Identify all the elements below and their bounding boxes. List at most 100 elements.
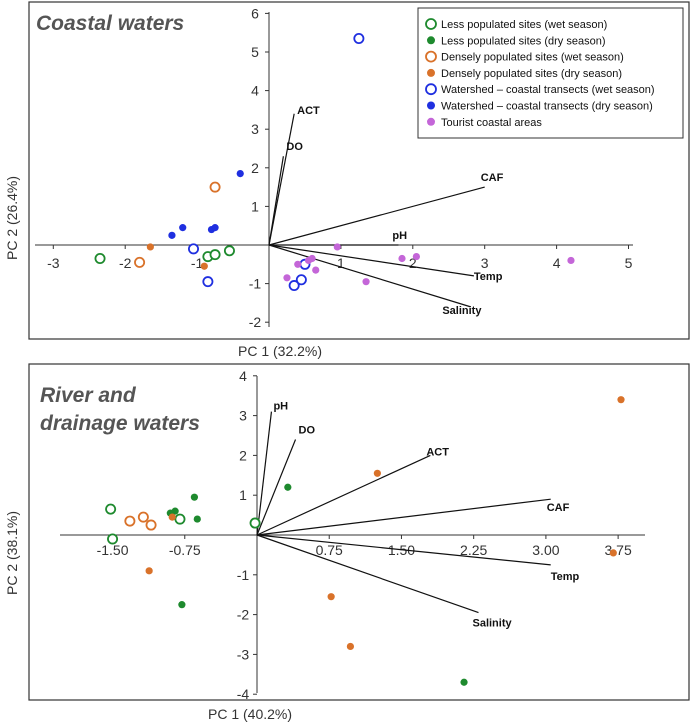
y-tick-label: 1 [239,487,247,503]
point-tourist-filled [333,243,341,251]
point-less-populated-open [107,533,119,545]
legend-entry-label: Densely populated sites (wet season) [441,52,624,64]
point-watershed-filled [168,231,176,239]
coastal-waters-panel: Coastal waters -3 -2 -1 1 2 3 4 5 -2 -1 1 2 3 4 5 6 ACT… [4,1,690,359]
vector-label-ph: pH [392,230,407,242]
legend-marker [427,68,435,77]
x-tick-label: -1.50 [97,542,129,558]
point-tourist-filled [312,266,320,274]
vector-caf [268,186,485,246]
x-tick-label: -1 [191,255,204,271]
vector-salinity [268,244,471,308]
x-tick-label: 4 [553,255,561,271]
point-tourist-filled [398,254,406,263]
point-densely-populated-filled [609,549,617,557]
vector-label-salinity: Salinity [442,305,482,317]
point-densely-populated-filled [617,396,625,404]
point-tourist-filled [567,256,575,265]
point-less-populated-filled [178,601,186,609]
x-axis-label: PC 1 (40.2%) [208,706,292,722]
point-densely-populated-open [124,515,136,527]
point-watershed-open [295,274,307,286]
point-less-populated-open [209,249,221,261]
point-tourist-filled [304,256,313,265]
vector-do [256,439,297,536]
point-densely-populated-filled [373,469,381,477]
y-tick-label: -1 [237,567,250,583]
axes: -3 -2 -1 1 2 3 4 5 -2 -1 1 2 3 4 5 6 [35,5,633,330]
vector-label-salinity: Salinity [472,618,512,630]
panel-title: Coastal waters [36,12,184,35]
y-tick-label: 3 [251,121,259,137]
point-densely-populated-open [209,181,221,193]
point-less-populated-open [249,517,261,529]
x-tick-label: 3 [481,255,489,271]
point-watershed-open [202,276,214,288]
vector-salinity [256,534,479,614]
vector-label-caf: CAF [481,172,504,184]
vector-label-act: ACT [426,446,449,458]
point-densely-populated-open [137,511,149,523]
point-densely-populated-filled [145,567,153,575]
point-less-populated-filled [284,483,292,491]
legend: Less populated sites (wet season) Less po… [417,7,684,139]
legend-entry-label: Less populated sites (dry season) [441,35,605,47]
y-tick-label: -4 [237,686,250,702]
x-tick-label: 2 [409,255,417,271]
point-watershed-open [353,32,365,44]
loading-vectors: pH DO ACT CAF Temp Salinity [256,401,580,630]
legend-marker [425,18,437,30]
point-densely-populated-filled [168,513,176,521]
y-tick-label: 4 [239,368,247,384]
legend-entry-label: Watershed – coastal transects (dry seaso… [441,101,653,113]
point-densely-populated-filled [200,262,208,270]
point-tourist-filled [283,274,291,282]
legend-marker [427,36,435,45]
point-watershed-filled [236,169,244,178]
x-tick-label: 0.75 [316,542,343,558]
vector-label-caf: CAF [547,502,570,514]
panel-frame [28,1,690,340]
point-densely-populated-filled [327,593,335,601]
panel-frame [28,363,690,701]
point-less-populated-filled [171,507,179,515]
legend-frame [417,7,684,139]
y-tick-label: 3 [239,408,247,424]
axes: -1.50-0.750.751.502.253.003.75-4-3-2-112… [60,368,645,702]
vector-label-temp: Temp [551,571,580,583]
y-axis-label: PC 2 (38.1%) [4,511,20,595]
panel-title-line-2: drainage waters [40,412,200,435]
vector-act [268,113,295,246]
legend-entry-label: Watershed – coastal transects (wet seaso… [441,84,655,96]
vector-ph [256,411,273,536]
point-tourist-filled [412,252,420,261]
point-less-populated-open [94,253,106,265]
y-tick-label: 6 [251,5,259,21]
point-watershed-filled [211,224,219,232]
point-watershed-open [288,280,300,292]
legend-marker [425,83,437,96]
y-tick-label: -2 [237,607,250,623]
point-less-populated-filled [190,493,199,501]
vector-label-do: DO [299,424,316,436]
panel-title-line-1: River and [40,384,137,407]
x-tick-label: 2.25 [460,542,487,558]
x-tick-label: 3.00 [532,542,559,558]
point-densely-populated-filled [346,642,355,651]
x-tick-label: 5 [625,255,633,271]
legend-marker [425,50,437,63]
y-tick-label: 2 [239,447,247,463]
x-tick-label: -3 [47,255,60,271]
y-tick-label: 2 [251,160,259,176]
x-axis-label: PC 1 (32.2%) [238,343,322,359]
y-tick-label: 4 [251,83,259,99]
vector-do [268,156,284,246]
vector-label-ph: pH [273,401,288,413]
data-points [94,32,575,292]
legend-entry-label: Less populated sites (wet season) [441,19,607,31]
y-tick-label: -1 [249,276,262,292]
point-densely-populated-open [145,519,157,531]
point-watershed-open [188,243,200,255]
vector-label-temp: Temp [474,271,503,283]
